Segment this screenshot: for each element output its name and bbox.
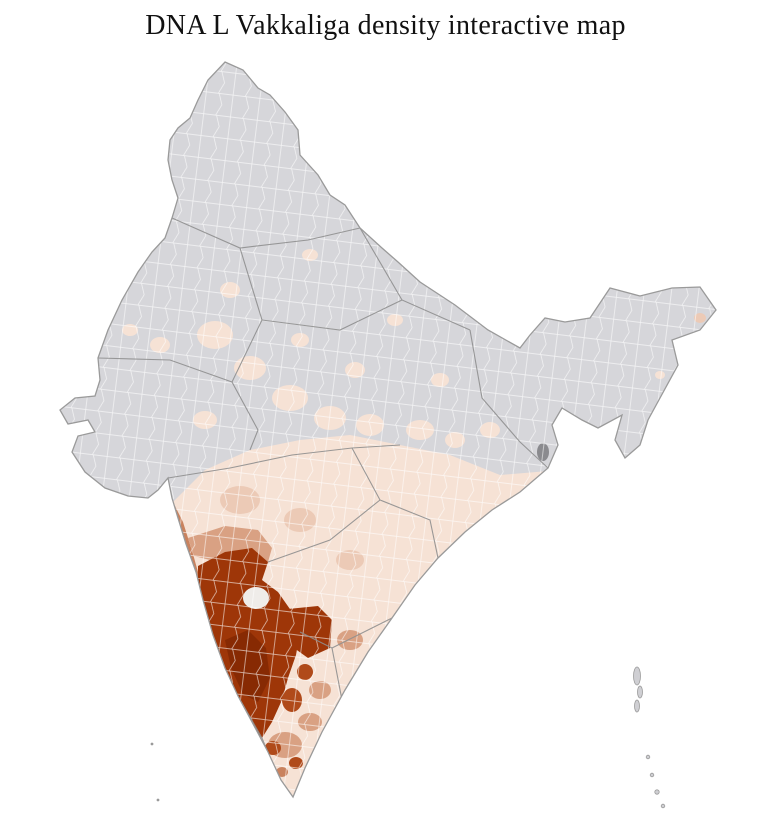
lakshadweep-islands[interactable]: [150, 742, 160, 802]
state-border-line: [331, 617, 393, 649]
page-title: DNA L Vakkaliga density interactive map: [145, 10, 626, 41]
state-border-line: [167, 444, 401, 479]
island[interactable]: [645, 754, 651, 760]
island[interactable]: [660, 803, 666, 809]
island[interactable]: [150, 742, 154, 746]
andaman-nicobar-islands[interactable]: [633, 666, 666, 809]
island[interactable]: [634, 699, 640, 713]
island[interactable]: [654, 789, 660, 795]
island[interactable]: [637, 685, 643, 699]
island[interactable]: [156, 798, 160, 802]
state-border-line: [469, 329, 549, 469]
state-border-line: [267, 499, 381, 563]
island[interactable]: [649, 772, 655, 778]
state-border-line: [171, 217, 361, 249]
state-border-line: [261, 299, 403, 331]
state-border-line: [97, 357, 233, 383]
island[interactable]: [633, 666, 641, 686]
state-border-line: [351, 447, 439, 559]
